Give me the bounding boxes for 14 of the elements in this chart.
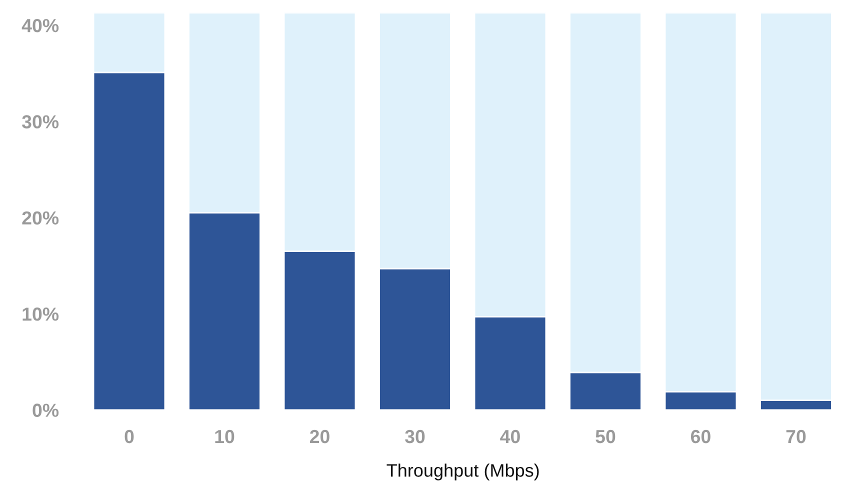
x-tick-label: 10 — [215, 430, 234, 444]
y-tick-label: 20% — [22, 211, 59, 225]
y-tick-label: 30% — [22, 115, 59, 128]
x-tick-label: 20 — [310, 430, 330, 444]
x-tick-label: 50 — [596, 430, 616, 444]
x-tick-label: 30 — [405, 430, 425, 444]
y-tick-label: 10% — [22, 308, 59, 321]
x-tick-label: 40 — [500, 430, 520, 444]
y-tick-label: 40% — [22, 18, 59, 32]
y-tick-label: 0% — [32, 404, 59, 417]
x-axis-title: Throughput (Mbps) — [386, 464, 539, 480]
x-tick-label: 60 — [691, 430, 710, 444]
x-tick-label: 70 — [786, 430, 806, 444]
x-tick-label: 0 — [124, 430, 134, 444]
